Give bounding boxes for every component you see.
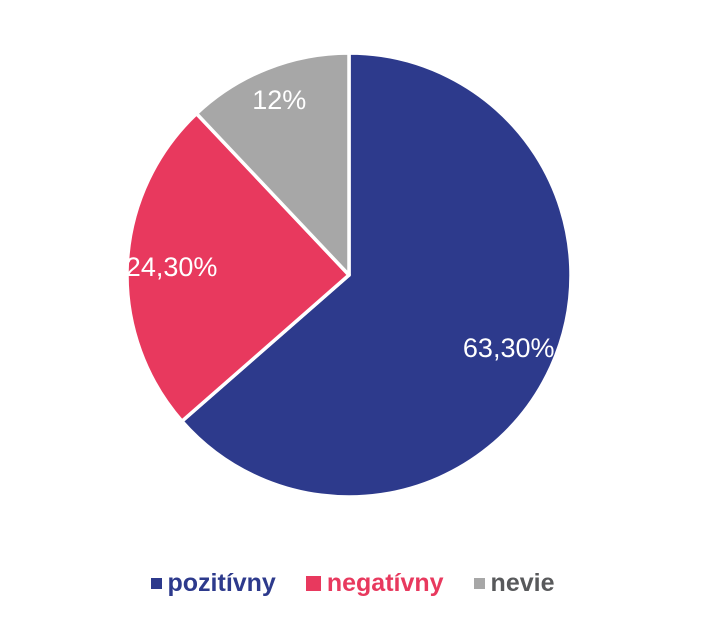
- data-label-pozitivny: 63,30%: [463, 333, 555, 363]
- legend-item-negativny: negatívny: [305, 569, 444, 598]
- legend-marker-negativny: [305, 576, 321, 592]
- pie-slice-negativny: [125, 111, 351, 423]
- legend-item-pozitivny: pozitívny: [150, 569, 276, 598]
- legend-label-pozitivny: pozitívny: [167, 569, 276, 597]
- legend-marker-nevie: [473, 578, 485, 590]
- legend-item-nevie: nevie: [473, 569, 555, 598]
- legend-label-nevie: nevie: [490, 569, 555, 597]
- data-label-negativny: 24,30%: [126, 252, 218, 282]
- pie-slice-nevie: [194, 51, 351, 277]
- legend-marker-pozitivny: [150, 578, 162, 590]
- legend-label-negativny: negatívny: [326, 569, 444, 597]
- pie-slice-pozitivny: [180, 51, 573, 499]
- chart-legend: pozitívny negatívny nevie: [0, 569, 705, 598]
- pie-chart: 63,30% 24,30% 12%: [125, 51, 573, 499]
- data-label-nevie: 12%: [252, 85, 306, 115]
